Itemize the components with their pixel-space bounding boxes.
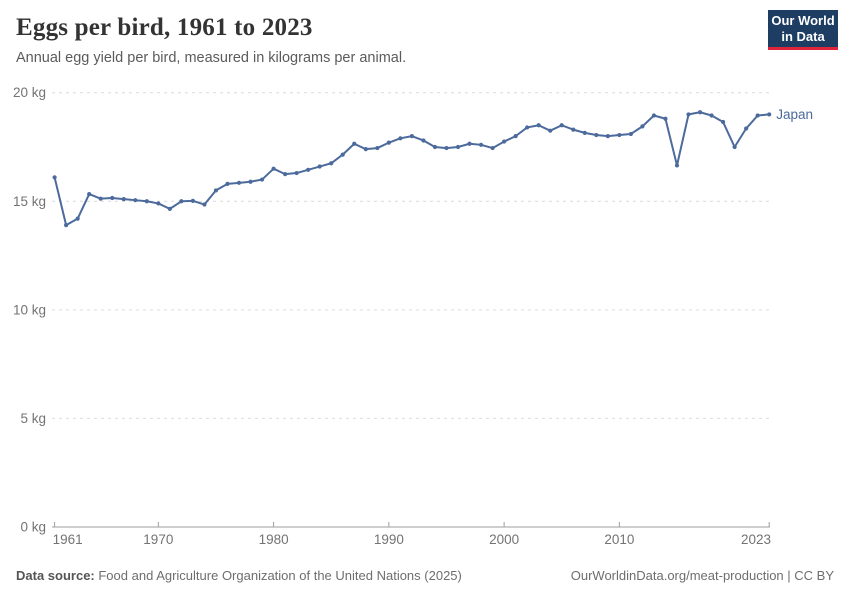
data-point-1968 — [133, 198, 138, 203]
data-point-1992 — [409, 134, 414, 139]
data-point-1988 — [363, 147, 368, 152]
line-chart[interactable]: 0 kg 5 kg 10 kg 15 kg 20 kg 1961 1970 1980 1990 2… — [0, 75, 850, 560]
data-point-2001 — [513, 134, 518, 139]
data-point-1999 — [490, 145, 495, 151]
data-point-1982 — [294, 170, 299, 176]
data-point-1967 — [121, 197, 126, 202]
data-point-2020 — [732, 144, 737, 150]
data-point-2004 — [548, 128, 553, 133]
data-point-1972 — [179, 199, 184, 204]
x-tick-label-2023: 2023 — [741, 532, 771, 547]
data-point-1964 — [87, 192, 92, 197]
data-point-2010 — [617, 132, 622, 138]
x-tick-label-1980: 1980 — [259, 532, 289, 547]
data-point-1973 — [190, 198, 196, 203]
y-tick-label-10: 10 kg — [13, 302, 46, 317]
data-point-1976 — [225, 181, 230, 187]
data-point-1994 — [432, 144, 438, 150]
x-tick-label-1970: 1970 — [143, 532, 173, 547]
x-tick-label-1961: 1961 — [53, 532, 83, 547]
data-point-1996 — [455, 144, 461, 150]
data-point-2000 — [502, 139, 507, 144]
data-point-1997 — [467, 141, 472, 146]
owid-logo-box: Our World in Data — [768, 10, 838, 50]
data-point-1961 — [52, 175, 57, 180]
data-point-1965 — [98, 196, 103, 201]
data-source-text: Food and Agriculture Organization of the… — [94, 568, 462, 583]
data-point-1978 — [248, 179, 253, 184]
data-point-2019 — [720, 119, 726, 125]
data-source: Data source: Food and Agriculture Organi… — [16, 568, 462, 583]
data-point-1974 — [202, 202, 207, 207]
data-point-1981 — [283, 172, 288, 177]
data-point-2011 — [628, 131, 633, 137]
data-point-1991 — [398, 136, 403, 141]
data-point-2015 — [674, 163, 680, 168]
data-point-1980 — [271, 166, 276, 171]
data-point-1989 — [375, 145, 380, 151]
x-tick-label-2010: 2010 — [604, 532, 634, 547]
data-point-1998 — [478, 142, 484, 147]
data-point-2017 — [697, 110, 703, 115]
data-point-2014 — [663, 116, 668, 121]
data-point-2012 — [640, 124, 645, 129]
y-tick-label-5: 5 kg — [20, 411, 46, 426]
data-point-2005 — [559, 123, 564, 128]
y-tick-label-0: 0 kg — [20, 520, 46, 535]
data-point-1985 — [329, 161, 334, 166]
data-point-2009 — [605, 134, 610, 139]
data-point-2013 — [651, 113, 657, 118]
data-point-2006 — [571, 127, 576, 132]
y-tick-label-15: 15 kg — [13, 194, 46, 209]
owid-logo[interactable]: Our World in Data — [768, 10, 838, 50]
data-point-1966 — [110, 195, 115, 201]
x-tick-label-2000: 2000 — [489, 532, 519, 547]
data-point-1986 — [340, 152, 345, 157]
data-point-1975 — [213, 188, 219, 193]
data-point-1962 — [64, 223, 69, 228]
chart-footer: Data source: Food and Agriculture Organi… — [0, 568, 850, 583]
x-tick-label-1990: 1990 — [374, 532, 404, 547]
line-chart-svg: 0 kg 5 kg 10 kg 15 kg 20 kg 1961 1970 1980 1990 2… — [13, 85, 813, 547]
data-point-1993 — [421, 138, 426, 143]
data-point-1977 — [236, 180, 242, 185]
data-point-2018 — [709, 113, 714, 118]
data-point-2003 — [536, 123, 541, 128]
data-point-1984 — [317, 164, 322, 169]
series-label-japan: Japan — [776, 107, 813, 122]
data-point-2002 — [525, 125, 530, 130]
data-point-1979 — [259, 177, 265, 182]
data-point-1963 — [75, 216, 80, 221]
japan-line — [53, 111, 771, 227]
data-point-2016 — [686, 112, 691, 117]
data-point-2008 — [594, 132, 599, 138]
page-title: Eggs per bird, 1961 to 2023 — [16, 14, 313, 41]
data-point-1987 — [352, 141, 357, 146]
data-point-2021 — [744, 126, 749, 131]
data-point-1983 — [306, 167, 311, 172]
chart-subtitle: Annual egg yield per bird, measured in k… — [16, 50, 407, 66]
data-point-2007 — [582, 130, 587, 135]
data-source-label: Data source: — [16, 568, 95, 583]
data-point-1971 — [167, 206, 172, 211]
data-point-2023 — [767, 112, 772, 117]
data-point-1969 — [144, 199, 149, 204]
credit-link[interactable]: OurWorldinData.org/meat-production | CC … — [570, 568, 834, 583]
data-point-1970 — [156, 201, 161, 206]
data-point-1990 — [386, 140, 391, 145]
y-tick-label-20: 20 kg — [13, 85, 46, 100]
data-point-2022 — [755, 113, 760, 118]
owid-logo-line2: in Data — [781, 29, 825, 44]
data-point-1995 — [444, 145, 449, 151]
owid-logo-line1: Our World — [771, 13, 835, 28]
